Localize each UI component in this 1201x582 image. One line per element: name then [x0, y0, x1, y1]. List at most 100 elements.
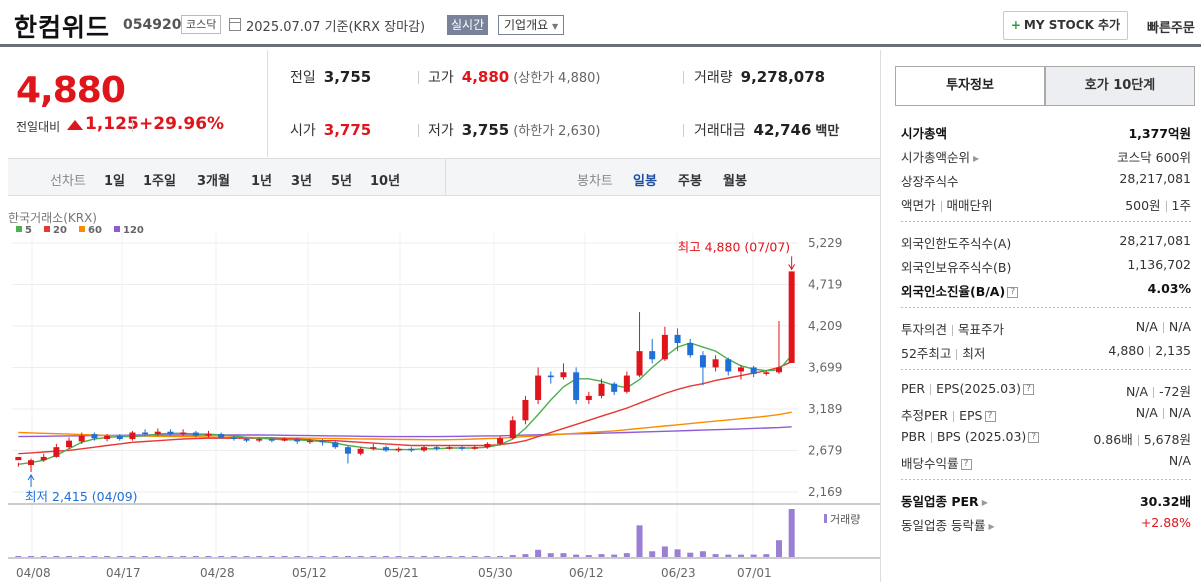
candle-body [40, 456, 47, 461]
volume-bar [129, 556, 136, 557]
period-1w[interactable]: 1주일 [143, 174, 176, 189]
stat-volume-value: 9,278,078 [740, 68, 826, 86]
info-value: 4,880 2,135 [1108, 343, 1191, 358]
candle-body [294, 439, 301, 442]
info-value-text: 28,217,081 [1119, 171, 1191, 186]
volume-bar [725, 554, 732, 557]
help-icon[interactable]: ? [984, 411, 996, 422]
candle-body [573, 372, 580, 400]
help-icon[interactable]: ? [960, 459, 972, 470]
info-label-text: 상장주식수 [901, 174, 959, 189]
candle-daily[interactable]: 일봉 [633, 174, 657, 189]
info-value-text: N/A [1125, 384, 1149, 399]
volume-bar [395, 556, 402, 557]
volume-bar [408, 556, 415, 557]
chevron-right-icon[interactable]: ▶ [981, 498, 988, 507]
info-row: 시가총액순위 ▶ 코스닥 600위 [901, 144, 1191, 168]
volume-label: 거래량 [830, 513, 860, 526]
plus-icon: + [1010, 18, 1021, 32]
divider [952, 325, 954, 336]
tab-investment-info[interactable]: 투자정보 [895, 66, 1045, 106]
realtime-button[interactable]: 실시간 [447, 15, 489, 35]
help-icon[interactable]: ? [1022, 384, 1034, 395]
volume-bar [433, 556, 440, 557]
quick-order-link[interactable]: 빠른주문 [1147, 21, 1195, 36]
volume-bar [661, 546, 668, 557]
volume-bar [256, 556, 263, 557]
chevron-right-icon[interactable]: ▶ [988, 522, 995, 531]
help-icon[interactable]: ? [1007, 287, 1019, 298]
info-value-text: 500원 [1125, 198, 1161, 213]
period-3y[interactable]: 3년 [291, 174, 313, 189]
candle-weekly[interactable]: 주봉 [678, 174, 702, 189]
max-price-note: 최고 4,880 (07/07) [678, 239, 791, 254]
period-1y[interactable]: 1년 [251, 174, 273, 189]
stat-high-value: 4,880 [461, 68, 510, 86]
stat-volume: 거래량 9,278,078 [694, 67, 825, 87]
volume-bar [497, 556, 504, 557]
candle-body [712, 359, 719, 368]
volume-bar [585, 555, 592, 557]
divider [1153, 387, 1155, 398]
divider [1165, 201, 1167, 212]
volume-bar [218, 556, 225, 557]
volume-bar [357, 556, 364, 557]
candle-body [218, 434, 225, 438]
info-label: 52주최고 최저 [901, 343, 985, 362]
info-value: 1,136,702 [1127, 257, 1191, 272]
add-mystock-button[interactable]: + MY STOCK 추가 [1003, 11, 1128, 40]
info-row: 외국인보유주식수(B) 1,136,702 [901, 254, 1191, 278]
price-summary: 4,880 전일대비 1,125 +29.96% [8, 50, 268, 157]
info-row: 동일업종 등락률 ▶ +2.88% [901, 512, 1191, 536]
info-value-text: 1,377억원 [1128, 126, 1191, 141]
candle-body [421, 447, 428, 451]
divider [930, 384, 932, 395]
info-row: 외국인한도주식수(A) 28,217,081 [901, 230, 1191, 254]
info-value-text: 1주 [1171, 198, 1191, 213]
candle-body [129, 432, 136, 440]
info-label-text: 추정PER [901, 408, 949, 423]
info-row: PER EPS(2025.03)? N/A -72원 [901, 378, 1191, 402]
dotted-divider [901, 479, 1191, 480]
period-10y[interactable]: 10년 [370, 174, 401, 189]
tab-orderbook-10[interactable]: 호가 10단계 [1045, 66, 1195, 106]
price-chart[interactable]: 한국거래소(KRX) 5 20 60 120 5,229 4,719 4,209 3,699 3,… [8, 197, 881, 582]
info-value: 4.03% [1148, 281, 1191, 296]
candle-body [142, 432, 149, 435]
help-icon[interactable]: ? [1028, 432, 1040, 443]
y-tick-label: 2,679 [808, 444, 842, 458]
info-value-text: 4.03% [1147, 281, 1191, 296]
volume-bar [167, 556, 174, 557]
max-arrowhead-icon [788, 264, 796, 271]
info-value: 코스닥 600위 [1117, 147, 1191, 166]
ma20-line [18, 361, 792, 455]
y-tick-label: 2,169 [808, 485, 842, 499]
calendar-icon [229, 18, 241, 31]
candle-body [319, 440, 326, 443]
volume-bar [281, 556, 288, 557]
change-divider [132, 120, 133, 132]
candle-body [205, 434, 212, 436]
company-overview-dropdown[interactable]: 기업개요 ▼ [498, 15, 565, 35]
volume-bar [560, 553, 567, 557]
chevron-right-icon[interactable]: ▶ [973, 154, 980, 163]
volume-bar [699, 551, 706, 557]
divider [683, 71, 684, 84]
period-1d[interactable]: 1일 [104, 174, 126, 189]
legend-label: 60 [88, 225, 102, 236]
legend-swatch [114, 226, 120, 232]
period-5y[interactable]: 5년 [331, 174, 353, 189]
info-label: 동일업종 PER ▶ [901, 491, 988, 510]
period-3m[interactable]: 3개월 [197, 174, 230, 189]
candle-body [623, 375, 630, 392]
info-label: 외국인한도주식수(A) [901, 233, 1011, 252]
stat-open-value: 3,775 [323, 121, 372, 139]
candle-body [649, 351, 656, 360]
info-value-text: N/A [1135, 405, 1158, 420]
info-value: N/A [1169, 453, 1191, 468]
candle-monthly[interactable]: 월봉 [723, 174, 747, 189]
info-value-text: N/A [1168, 405, 1191, 420]
info-label: 투자의견 목표주가 [901, 319, 1004, 338]
info-row: 액면가 매매단위 500원 1주 [901, 192, 1191, 216]
candle-body [699, 355, 706, 368]
